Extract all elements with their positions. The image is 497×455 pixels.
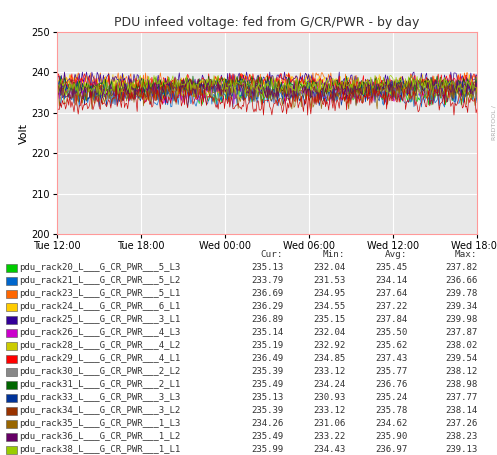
Text: 236.29: 236.29	[251, 302, 283, 311]
Text: 237.84: 237.84	[375, 315, 408, 324]
Text: pdu_rack36_L___G_CR_PWR___1_L2: pdu_rack36_L___G_CR_PWR___1_L2	[19, 432, 180, 441]
Text: pdu_rack38_L___G_CR_PWR___1_L1: pdu_rack38_L___G_CR_PWR___1_L1	[19, 445, 180, 454]
Text: RRDTOOL /: RRDTOOL /	[491, 106, 496, 140]
Text: 236.69: 236.69	[251, 289, 283, 298]
Text: 237.43: 237.43	[375, 354, 408, 363]
Text: 234.24: 234.24	[313, 380, 345, 389]
Text: pdu_rack21_L___G_CR_PWR___5_L2: pdu_rack21_L___G_CR_PWR___5_L2	[19, 276, 180, 285]
Text: pdu_rack31_L___G_CR_PWR___2_L1: pdu_rack31_L___G_CR_PWR___2_L1	[19, 380, 180, 389]
Text: 237.64: 237.64	[375, 289, 408, 298]
Text: pdu_rack25_L___G_CR_PWR___3_L1: pdu_rack25_L___G_CR_PWR___3_L1	[19, 315, 180, 324]
Text: 233.12: 233.12	[313, 406, 345, 415]
Text: 237.77: 237.77	[445, 393, 477, 402]
Text: 238.98: 238.98	[445, 380, 477, 389]
Text: pdu_rack28_L___G_CR_PWR___4_L2: pdu_rack28_L___G_CR_PWR___4_L2	[19, 341, 180, 350]
Text: 238.23: 238.23	[445, 432, 477, 441]
Text: 237.22: 237.22	[375, 302, 408, 311]
Text: 235.45: 235.45	[375, 263, 408, 272]
Text: pdu_rack24_L___G_CR_PWR___6_L1: pdu_rack24_L___G_CR_PWR___6_L1	[19, 302, 180, 311]
Text: 235.99: 235.99	[251, 445, 283, 454]
Text: 235.14: 235.14	[251, 329, 283, 337]
Text: 235.24: 235.24	[375, 393, 408, 402]
Text: 236.97: 236.97	[375, 445, 408, 454]
Text: 235.78: 235.78	[375, 406, 408, 415]
Text: 235.13: 235.13	[251, 263, 283, 272]
Y-axis label: Volt: Volt	[19, 122, 29, 144]
Text: 237.87: 237.87	[445, 329, 477, 337]
Text: 235.19: 235.19	[251, 341, 283, 350]
Text: 239.98: 239.98	[445, 315, 477, 324]
Text: 235.39: 235.39	[251, 406, 283, 415]
Text: Max:: Max:	[455, 250, 477, 259]
Text: 233.79: 233.79	[251, 276, 283, 285]
Text: 235.50: 235.50	[375, 329, 408, 337]
Text: 236.89: 236.89	[251, 315, 283, 324]
Text: 234.95: 234.95	[313, 289, 345, 298]
Text: 233.22: 233.22	[313, 432, 345, 441]
Text: 234.62: 234.62	[375, 420, 408, 428]
Text: 235.39: 235.39	[251, 367, 283, 376]
Text: 235.49: 235.49	[251, 432, 283, 441]
Text: 239.78: 239.78	[445, 289, 477, 298]
Text: 239.13: 239.13	[445, 445, 477, 454]
Text: 234.26: 234.26	[251, 420, 283, 428]
Text: 235.15: 235.15	[313, 315, 345, 324]
Text: 235.77: 235.77	[375, 367, 408, 376]
Text: 235.90: 235.90	[375, 432, 408, 441]
Text: 230.93: 230.93	[313, 393, 345, 402]
Text: 239.34: 239.34	[445, 302, 477, 311]
Text: 231.06: 231.06	[313, 420, 345, 428]
Text: 238.12: 238.12	[445, 367, 477, 376]
Text: 234.43: 234.43	[313, 445, 345, 454]
Text: Cur:: Cur:	[261, 250, 283, 259]
Text: 239.54: 239.54	[445, 354, 477, 363]
Text: Min:: Min:	[323, 250, 345, 259]
Text: Avg:: Avg:	[385, 250, 408, 259]
Text: pdu_rack23_L___G_CR_PWR___5_L1: pdu_rack23_L___G_CR_PWR___5_L1	[19, 289, 180, 298]
Text: 232.04: 232.04	[313, 263, 345, 272]
Text: pdu_rack30_L___G_CR_PWR___2_L2: pdu_rack30_L___G_CR_PWR___2_L2	[19, 367, 180, 376]
Text: 236.49: 236.49	[251, 354, 283, 363]
Text: pdu_rack35_L___G_CR_PWR___1_L3: pdu_rack35_L___G_CR_PWR___1_L3	[19, 420, 180, 428]
Text: 235.13: 235.13	[251, 393, 283, 402]
Text: pdu_rack34_L___G_CR_PWR___3_L2: pdu_rack34_L___G_CR_PWR___3_L2	[19, 406, 180, 415]
Text: pdu_rack20_L___G_CR_PWR___5_L3: pdu_rack20_L___G_CR_PWR___5_L3	[19, 263, 180, 272]
Text: 233.12: 233.12	[313, 367, 345, 376]
Text: 237.82: 237.82	[445, 263, 477, 272]
Text: pdu_rack33_L___G_CR_PWR___3_L3: pdu_rack33_L___G_CR_PWR___3_L3	[19, 393, 180, 402]
Text: 232.04: 232.04	[313, 329, 345, 337]
Text: 235.49: 235.49	[251, 380, 283, 389]
Text: 237.26: 237.26	[445, 420, 477, 428]
Title: PDU infeed voltage: fed from G/CR/PWR - by day: PDU infeed voltage: fed from G/CR/PWR - …	[114, 16, 420, 29]
Text: 234.14: 234.14	[375, 276, 408, 285]
Text: 235.62: 235.62	[375, 341, 408, 350]
Text: pdu_rack26_L___G_CR_PWR___4_L3: pdu_rack26_L___G_CR_PWR___4_L3	[19, 329, 180, 337]
Text: 232.92: 232.92	[313, 341, 345, 350]
Text: 231.53: 231.53	[313, 276, 345, 285]
Text: 234.85: 234.85	[313, 354, 345, 363]
Text: 236.66: 236.66	[445, 276, 477, 285]
Text: 236.76: 236.76	[375, 380, 408, 389]
Text: 238.02: 238.02	[445, 341, 477, 350]
Text: 238.14: 238.14	[445, 406, 477, 415]
Text: pdu_rack29_L___G_CR_PWR___4_L1: pdu_rack29_L___G_CR_PWR___4_L1	[19, 354, 180, 363]
Text: 234.55: 234.55	[313, 302, 345, 311]
